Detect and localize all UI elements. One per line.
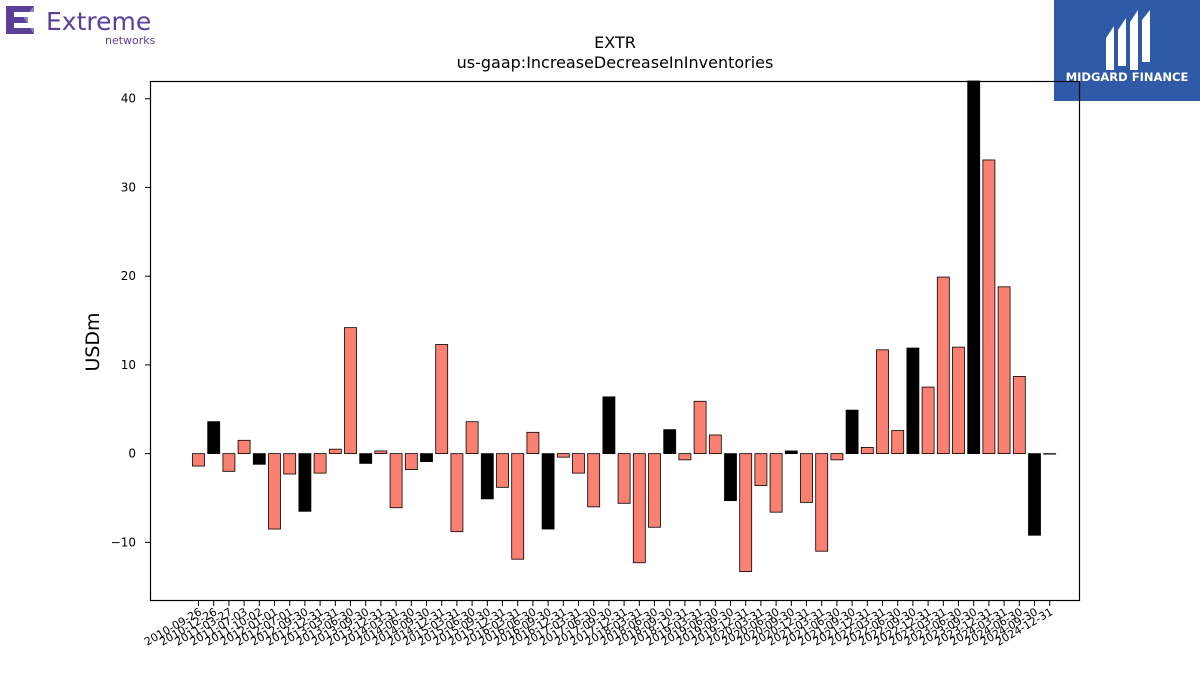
bar-2017-09-30: [602, 396, 616, 455]
bar-2018-03-31: [632, 453, 646, 564]
y-axis-label: USDm: [82, 312, 104, 371]
bar-2024-12-31: [1043, 453, 1057, 455]
bar-2022-12-31: [921, 386, 935, 455]
bar-2011-07-03: [237, 439, 251, 455]
bar-2012-12-31: [313, 453, 327, 474]
bar-2012-01-01: [268, 453, 281, 530]
y-tick-label: 30: [121, 180, 136, 194]
bar-2017-06-30: [587, 453, 601, 508]
y-tick-label: 10: [121, 358, 136, 372]
bar-2010-09-26: [192, 453, 205, 467]
bar-2017-03-31: [572, 453, 585, 474]
bar-2010-12-26: [207, 421, 221, 455]
bar-2020-06-30: [769, 453, 783, 513]
bar-2013-09-30: [359, 453, 373, 464]
y-ticks-group: −10 0 10 20 30 40: [111, 92, 150, 549]
logo-sub: networks: [105, 34, 156, 47]
bar-2020-12-31: [800, 453, 813, 503]
bar-2021-12-31: [860, 447, 874, 455]
bar-2024-03-31: [997, 286, 1011, 455]
bar-2024-06-30: [1012, 376, 1026, 455]
plot-frame: [149, 80, 1081, 602]
chart-title: EXTR: [594, 33, 636, 52]
y-tick-label: 40: [121, 92, 136, 106]
bar-2021-09-30: [845, 409, 859, 455]
bar-2020-03-31: [754, 453, 768, 486]
bar-2021-06-30: [830, 453, 844, 461]
bar-2016-03-31: [511, 453, 525, 560]
bar-2019-06-30: [708, 434, 722, 455]
bar-2021-03-31: [815, 453, 829, 552]
bar-2018-09-30: [663, 429, 677, 455]
bar-2014-03-31: [389, 453, 403, 509]
bar-2019-12-31: [739, 453, 753, 573]
bar-2019-09-30: [724, 453, 737, 502]
bar-2019-03-31: [693, 400, 707, 455]
bar-2018-06-30: [648, 453, 661, 528]
bar-2018-12-31: [678, 453, 692, 461]
bar-2013-03-31: [328, 448, 342, 455]
bar-2014-12-31: [435, 344, 449, 455]
midgard-logo-text: MIDGARD FINANCE: [1066, 70, 1189, 84]
y-tick-label: 20: [121, 269, 136, 283]
extreme-networks-logo: Extreme networks: [4, 4, 174, 48]
bars-group: [192, 80, 1057, 573]
bar-2023-12-31: [982, 159, 996, 455]
y-tick-label: −10: [111, 535, 136, 549]
bar-2017-12-31: [617, 453, 631, 504]
extreme-logo-icon: Extreme networks: [6, 6, 156, 47]
bar-2012-09-30: [298, 453, 312, 512]
bar-2015-03-31: [450, 453, 464, 533]
bar-2011-03-27: [222, 453, 236, 472]
bar-2020-09-30: [784, 450, 798, 455]
bar-2015-09-30: [480, 453, 494, 500]
bar-2023-03-31: [936, 276, 950, 455]
bar-2016-09-30: [541, 453, 555, 530]
bar-2011-10-02: [252, 453, 266, 465]
bar-2016-06-30: [526, 431, 540, 455]
chart-subtitle: us-gaap:IncreaseDecreaseInInventories: [457, 53, 774, 72]
bar-2024-09-30: [1028, 453, 1041, 536]
bar-2015-12-31: [496, 453, 509, 488]
logo-word: Extreme: [46, 7, 151, 36]
x-ticks-group: 2010-09-262010-12-262011-03-272011-07-03…: [142, 600, 1055, 649]
midgard-finance-logo: MIDGARD FINANCE: [1054, 0, 1200, 101]
midgard-logo-icon: MIDGARD FINANCE: [1066, 10, 1189, 84]
bar-2022-03-31: [876, 349, 889, 455]
y-tick-label: 0: [128, 447, 136, 461]
bar-2014-09-30: [420, 453, 433, 462]
bar-2013-12-31: [374, 450, 388, 455]
bar-2015-06-30: [465, 421, 479, 455]
bar-2022-09-30: [906, 347, 920, 455]
bar-2012-07-01: [283, 453, 297, 475]
bar-2013-06-30: [344, 327, 357, 455]
bar-2022-06-30: [891, 430, 905, 455]
bar-2014-06-30: [404, 453, 418, 470]
bar-2016-12-31: [556, 453, 570, 458]
bar-2023-09-30: [967, 80, 981, 455]
bar-2023-06-30: [952, 346, 965, 455]
